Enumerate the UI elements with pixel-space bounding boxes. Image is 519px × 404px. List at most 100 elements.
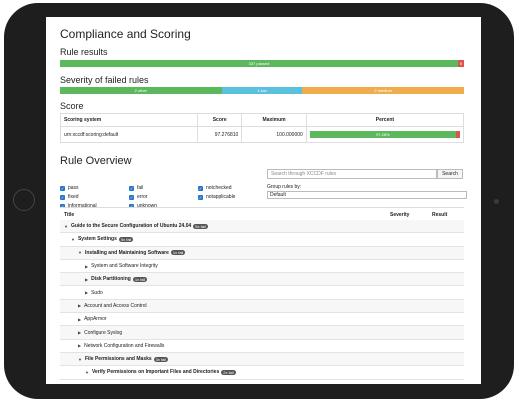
fail-count-badge: 1x fail [170, 250, 186, 256]
checkbox-icon[interactable]: ✓ [60, 194, 65, 200]
filter-notapplicable[interactable]: ✓ notapplicable [198, 194, 235, 200]
tree-row-label: System and Software Integrity [91, 263, 158, 270]
checkbox-icon[interactable]: ✓ [60, 185, 65, 191]
filter-notchecked[interactable]: ✓ notchecked [198, 185, 232, 191]
score-value: 97.276810 [197, 126, 243, 143]
rule-search-input[interactable]: Search through XCCDF rules [267, 169, 437, 179]
caret-down-icon[interactable]: ▼ [78, 250, 82, 256]
tree-row[interactable]: ▶ AppArmor [60, 313, 464, 327]
checkbox-icon[interactable]: ✓ [129, 203, 134, 209]
caret-right-icon[interactable]: ▶ [78, 303, 82, 309]
filter-label: notapplicable [206, 194, 236, 200]
caret-down-icon[interactable]: ▼ [78, 356, 82, 362]
caret-down-icon[interactable]: ▼ [64, 223, 68, 229]
percent-bar: 97.28% [309, 131, 460, 138]
passed-segment: 337 passed [60, 60, 458, 67]
tree-row-label: Network Configuration and Firewalls [84, 342, 165, 349]
tree-row[interactable]: ▶ Account and Access Control [60, 299, 464, 314]
tree-row-label: Verify Permissions on Important Files an… [91, 369, 220, 376]
filter-error[interactable]: ✓ error [129, 194, 148, 200]
checkbox-icon[interactable]: ✓ [60, 203, 65, 209]
failed-segment: 5 [457, 60, 464, 67]
score-row: urn:xccdf:scoring:default 97.276810 100.… [59, 126, 465, 143]
tree-row[interactable]: ▼ System Settings 5x fail [60, 233, 464, 247]
tree-row[interactable]: ▶ Disk Partitioning 1x fail [60, 273, 464, 287]
tree-row-label: Sudo [91, 289, 103, 296]
tree-row[interactable]: ▼ Guide to the Secure Configuration of Ub… [60, 220, 464, 234]
rule-results-bar: 337 passed 5 [60, 60, 464, 67]
checkbox-icon[interactable]: ✓ [129, 185, 134, 191]
filter-label: informational [68, 203, 97, 209]
tree-row-label: Account and Access Control [84, 302, 147, 309]
filter-fixed[interactable]: ✓ fixed [60, 194, 79, 200]
fail-count-badge: 5x fail [193, 223, 208, 229]
caret-down-icon[interactable]: ▼ [85, 369, 89, 375]
filter-label: fixed [68, 194, 79, 200]
col-maximum: Maximum [241, 113, 307, 127]
score-header-row: Scoring system Score Maximum Percent [59, 113, 465, 127]
caret-right-icon[interactable]: ▶ [85, 263, 89, 269]
caret-down-icon[interactable]: ▼ [71, 236, 75, 242]
severity-bar: 2 other 1 low 2 medium [60, 87, 464, 94]
group-by-label: Group rules by: [267, 184, 302, 190]
tree-row-label: System Settings [77, 236, 117, 243]
tree-row[interactable]: ▶ System and Software Integrity [60, 260, 464, 274]
group-by-select[interactable]: Default [267, 191, 467, 199]
checkbox-icon[interactable]: ✓ [198, 194, 203, 200]
search-button[interactable]: Search [437, 169, 463, 179]
caret-right-icon[interactable]: ▶ [78, 343, 82, 349]
fail-count-badge: 2x fail [221, 369, 236, 375]
home-button [13, 189, 35, 211]
severity-medium-segment: 2 medium [302, 87, 464, 94]
tree-row-label: Configure Syslog [84, 329, 123, 336]
col-score: Score [197, 113, 243, 127]
tablet-frame: Compliance and Scoring Rule results 337 … [4, 3, 514, 399]
rule-tree: ▼ Guide to the Secure Configuration of Ub… [60, 220, 464, 380]
percent-cell: 97.28% [305, 126, 465, 143]
filter-label: unknown [137, 203, 158, 209]
tree-row[interactable]: ▼ Verify Permissions on Important Files a… [60, 366, 464, 380]
col-title: Title [64, 212, 75, 218]
filter-label: error [137, 194, 148, 200]
tree-row-label: Guide to the Secure Configuration of Ubu… [70, 223, 192, 230]
maximum-value: 100.000000 [241, 126, 307, 143]
page-title: Compliance and Scoring [60, 27, 191, 41]
tree-row[interactable]: ▶ Configure Syslog [60, 326, 464, 340]
percent-remainder [455, 131, 460, 138]
filter-label: pass [68, 185, 79, 191]
percent-fill: 97.28% [309, 131, 456, 138]
col-scoring-system: Scoring system [59, 113, 199, 127]
col-result: Result [432, 212, 448, 218]
caret-right-icon[interactable]: ▶ [78, 330, 82, 336]
tree-row-label: AppArmor [84, 316, 107, 323]
filter-fail[interactable]: ✓ fail [129, 185, 143, 191]
tree-row[interactable]: ▶ Network Configuration and Firewalls [60, 340, 464, 353]
checkbox-icon[interactable]: ✓ [198, 185, 203, 191]
rule-overview-heading: Rule Overview [60, 155, 132, 167]
camera-dot [494, 199, 499, 204]
filter-informational[interactable]: ✓ informational [60, 203, 97, 209]
score-table: Scoring system Score Maximum Percent urn… [59, 113, 465, 143]
tree-row-label: Disk Partitioning [91, 276, 131, 283]
tree-row[interactable]: ▼ Installing and Maintaining Software 1x f… [60, 246, 464, 260]
tree-row[interactable]: ▼ File Permissions and Masks 3x fail [60, 352, 464, 367]
severity-other-segment: 2 other [60, 87, 222, 94]
caret-right-icon[interactable]: ▶ [78, 316, 82, 322]
filter-pass[interactable]: ✓ pass [60, 185, 79, 191]
checkbox-icon[interactable]: ✓ [129, 194, 134, 200]
severity-heading: Severity of failed rules [60, 75, 149, 85]
filter-label: fail [137, 185, 144, 191]
scoring-system-value: urn:xccdf:scoring:default [59, 126, 199, 143]
tree-row-label: Installing and Maintaining Software [84, 249, 169, 256]
score-heading: Score [60, 101, 84, 111]
tree-row-label: File Permissions and Masks [84, 356, 152, 363]
fail-count-badge: 1x fail [132, 276, 148, 282]
rule-results-heading: Rule results [60, 47, 108, 57]
caret-right-icon[interactable]: ▶ [85, 276, 89, 282]
filter-label: notchecked [206, 185, 232, 191]
tree-row[interactable]: ▶ Sudo [60, 286, 464, 300]
col-severity: Severity [390, 212, 410, 218]
caret-right-icon[interactable]: ▶ [85, 290, 89, 296]
filter-unknown[interactable]: ✓ unknown [129, 203, 157, 209]
rule-tree-header: Title Severity Result [60, 207, 464, 221]
